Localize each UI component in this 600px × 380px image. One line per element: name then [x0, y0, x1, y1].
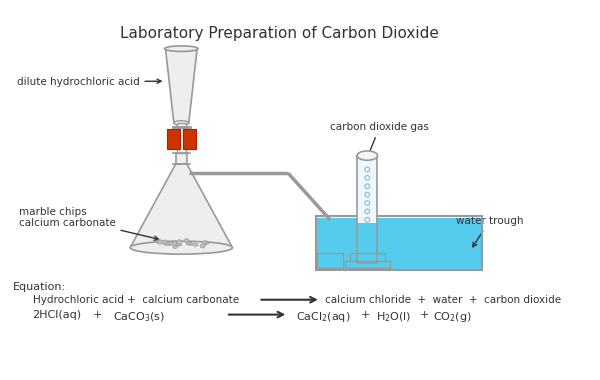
Ellipse shape: [172, 241, 177, 246]
Circle shape: [365, 184, 370, 188]
Ellipse shape: [173, 244, 178, 249]
Text: 2HCl(aq): 2HCl(aq): [32, 310, 82, 320]
Text: +: +: [93, 310, 103, 320]
Text: +: +: [420, 310, 430, 320]
Bar: [361, 261, 374, 268]
Ellipse shape: [203, 242, 209, 245]
Ellipse shape: [166, 241, 172, 245]
Bar: [357, 155, 377, 263]
Bar: [183, 129, 196, 149]
Text: Laboratory Preparation of Carbon Dioxide: Laboratory Preparation of Carbon Dioxide: [119, 26, 439, 41]
Bar: [167, 129, 180, 149]
Ellipse shape: [203, 241, 207, 244]
Ellipse shape: [193, 243, 198, 246]
Circle shape: [365, 192, 370, 197]
Text: dilute hydrochloric acid: dilute hydrochloric acid: [17, 76, 161, 87]
Polygon shape: [166, 49, 197, 123]
Text: CO$_2$(g): CO$_2$(g): [433, 310, 472, 324]
Text: carbon dioxide gas: carbon dioxide gas: [330, 122, 429, 158]
Ellipse shape: [157, 240, 163, 244]
Text: calcium chloride  +  water  +  carbon dioxide: calcium chloride + water + carbon dioxid…: [325, 295, 562, 305]
Ellipse shape: [184, 239, 189, 242]
Circle shape: [365, 209, 370, 214]
Bar: [345, 261, 389, 268]
Circle shape: [365, 201, 370, 205]
Bar: [317, 253, 343, 268]
Bar: [350, 253, 385, 263]
Text: CaCl$_2$(aq): CaCl$_2$(aq): [296, 310, 350, 324]
Text: H$_2$O(l): H$_2$O(l): [376, 310, 411, 323]
Text: Hydrochloric acid +  calcium carbonate: Hydrochloric acid + calcium carbonate: [32, 295, 239, 305]
Text: water trough: water trough: [455, 216, 523, 247]
Ellipse shape: [164, 46, 198, 51]
Bar: [176, 123, 186, 153]
Ellipse shape: [200, 244, 205, 248]
Circle shape: [365, 217, 370, 222]
Ellipse shape: [130, 241, 232, 254]
Bar: [176, 153, 187, 164]
Ellipse shape: [174, 121, 189, 125]
Circle shape: [365, 176, 370, 180]
Ellipse shape: [186, 242, 191, 245]
Ellipse shape: [163, 242, 170, 245]
Ellipse shape: [162, 240, 167, 244]
Bar: [357, 223, 377, 263]
Ellipse shape: [157, 239, 162, 244]
Bar: [357, 155, 377, 223]
Text: Equation:: Equation:: [13, 282, 66, 292]
Ellipse shape: [176, 243, 182, 246]
Bar: [316, 218, 482, 270]
Polygon shape: [130, 164, 232, 248]
Text: CaCO$_3$(s): CaCO$_3$(s): [113, 310, 166, 323]
Bar: [316, 216, 482, 270]
Text: marble chips
calcium carbonate: marble chips calcium carbonate: [19, 207, 158, 240]
Circle shape: [365, 167, 370, 172]
Ellipse shape: [177, 240, 182, 244]
Ellipse shape: [357, 151, 377, 160]
Ellipse shape: [188, 242, 192, 245]
Text: +: +: [361, 310, 370, 320]
